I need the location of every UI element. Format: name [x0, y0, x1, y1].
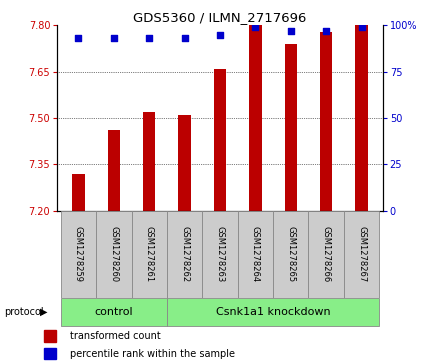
- Bar: [72, 174, 84, 211]
- FancyBboxPatch shape: [61, 211, 96, 298]
- Text: GSM1278263: GSM1278263: [216, 226, 224, 282]
- FancyBboxPatch shape: [273, 211, 308, 298]
- Point: [216, 32, 224, 38]
- Bar: [108, 130, 120, 211]
- Point: [287, 28, 294, 34]
- Point: [252, 24, 259, 30]
- Bar: [214, 69, 226, 211]
- Title: GDS5360 / ILMN_2717696: GDS5360 / ILMN_2717696: [133, 11, 307, 24]
- FancyBboxPatch shape: [61, 298, 167, 326]
- Text: Csnk1a1 knockdown: Csnk1a1 knockdown: [216, 307, 330, 317]
- Text: GSM1278266: GSM1278266: [322, 226, 331, 282]
- Bar: [178, 115, 191, 211]
- FancyBboxPatch shape: [167, 298, 379, 326]
- FancyBboxPatch shape: [238, 211, 273, 298]
- Point: [75, 36, 82, 41]
- Point: [358, 24, 365, 30]
- Bar: [44, 330, 56, 342]
- FancyBboxPatch shape: [308, 211, 344, 298]
- Text: GSM1278262: GSM1278262: [180, 226, 189, 282]
- Text: protocol: protocol: [4, 307, 44, 317]
- Text: control: control: [95, 307, 133, 317]
- Text: GSM1278265: GSM1278265: [286, 226, 295, 282]
- Text: GSM1278260: GSM1278260: [109, 226, 118, 282]
- FancyBboxPatch shape: [167, 211, 202, 298]
- FancyBboxPatch shape: [202, 211, 238, 298]
- Bar: [143, 112, 155, 211]
- Point: [146, 36, 153, 41]
- Bar: [356, 25, 368, 211]
- Text: ▶: ▶: [40, 307, 48, 317]
- Text: percentile rank within the sample: percentile rank within the sample: [70, 348, 235, 359]
- FancyBboxPatch shape: [344, 211, 379, 298]
- FancyBboxPatch shape: [132, 211, 167, 298]
- Point: [181, 36, 188, 41]
- Text: transformed count: transformed count: [70, 331, 161, 341]
- Bar: [249, 25, 262, 211]
- Point: [110, 36, 117, 41]
- FancyBboxPatch shape: [96, 211, 132, 298]
- Text: GSM1278261: GSM1278261: [145, 226, 154, 282]
- Point: [323, 28, 330, 34]
- Text: GSM1278264: GSM1278264: [251, 226, 260, 282]
- Bar: [285, 44, 297, 211]
- Bar: [320, 32, 332, 211]
- Bar: [44, 348, 56, 359]
- Text: GSM1278259: GSM1278259: [74, 226, 83, 282]
- Text: GSM1278267: GSM1278267: [357, 226, 366, 282]
